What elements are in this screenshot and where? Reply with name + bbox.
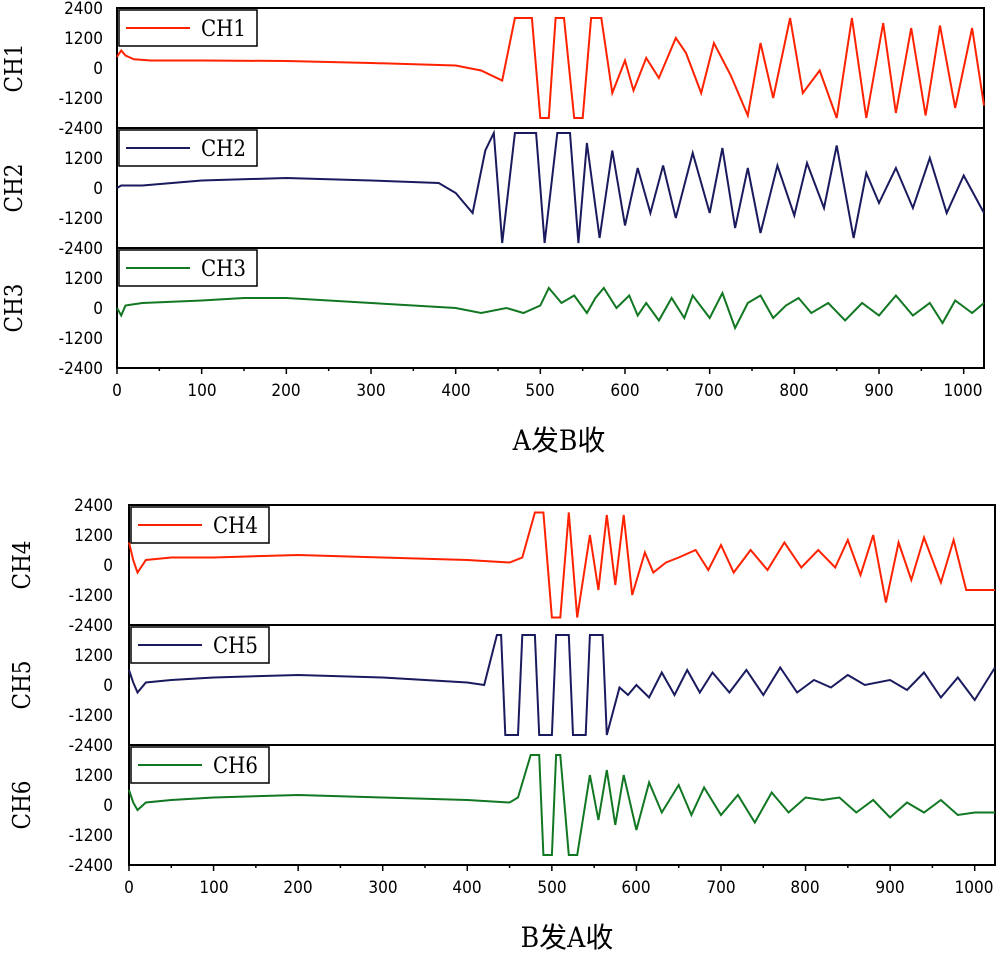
x-tick-label: 900 <box>864 381 893 401</box>
y-tick-label: -1200 <box>59 209 103 229</box>
y-axis-label: CH2 <box>0 163 28 212</box>
legend-label: CH6 <box>213 754 258 779</box>
y-axis-label: CH5 <box>8 660 36 709</box>
legend-ch5: CH5 <box>130 626 270 664</box>
legend-ch2: CH2 <box>118 129 258 167</box>
legend-ch3: CH3 <box>118 249 258 287</box>
y-tick-label: -1200 <box>69 826 113 846</box>
y-tick-label: 2400 <box>64 0 103 19</box>
y-tick-label: -1200 <box>59 329 103 349</box>
y-tick-label: 1200 <box>64 269 103 289</box>
y-axis-label: CH3 <box>0 283 28 332</box>
y-axis-label: CH4 <box>8 540 36 589</box>
legend-ch6: CH6 <box>130 746 270 784</box>
x-tick-label: 500 <box>525 381 554 401</box>
x-tick-label: 600 <box>610 381 639 401</box>
y-tick-label: -2400 <box>59 119 103 139</box>
y-tick-label: 1200 <box>64 29 103 49</box>
y-tick-label: -2400 <box>69 736 113 756</box>
x-tick-label: 500 <box>537 878 566 898</box>
x-tick-label: 0 <box>112 381 122 401</box>
x-tick-label: 900 <box>875 878 904 898</box>
figure-top: CH1 CH2 CH3 2400 1200 0 -1200 -2400 1200… <box>0 0 985 457</box>
y-tick-label: 0 <box>93 179 103 199</box>
y-tick-label: 0 <box>103 556 113 576</box>
legend-ch4: CH4 <box>130 506 270 544</box>
legend-label: CH3 <box>201 257 246 282</box>
y-tick-label: -2400 <box>69 616 113 636</box>
y-tick-label: 1200 <box>74 646 113 666</box>
x-tick-label: 1000 <box>955 878 994 898</box>
x-axis: 0 100 200 300 400 500 600 700 800 900 10… <box>112 381 982 401</box>
legend-label: CH2 <box>201 137 246 162</box>
x-tick-label: 800 <box>790 878 819 898</box>
x-tick-label: 700 <box>706 878 735 898</box>
y-tick-label: 0 <box>103 796 113 816</box>
x-tick-label: 400 <box>452 878 481 898</box>
x-axis: 0 100 200 300 400 500 600 700 800 900 10… <box>124 878 993 898</box>
figure-bottom: CH4 CH5 CH6 2400 1200 0 -1200 -2400 1200… <box>8 496 996 954</box>
y-tick-label: 1200 <box>64 149 103 169</box>
x-tick-label: 400 <box>441 381 470 401</box>
x-tick-label: 100 <box>187 381 216 401</box>
x-axis-title: A发B收 <box>512 424 606 457</box>
y-tick-label: -2400 <box>69 856 113 876</box>
x-tick-label: 200 <box>271 381 300 401</box>
x-tick-label: 200 <box>283 878 312 898</box>
y-tick-label: 0 <box>93 299 103 319</box>
y-tick-label: -1200 <box>69 586 113 606</box>
x-tick-label: 1000 <box>944 381 983 401</box>
series-line-ch5 <box>128 634 996 736</box>
y-axis-label: CH1 <box>0 43 28 92</box>
x-tick-label: 600 <box>621 878 650 898</box>
series-line-ch4 <box>128 511 995 619</box>
y-tick-label: 0 <box>93 59 103 79</box>
x-tick-marks <box>116 368 965 374</box>
y-tick-label: -1200 <box>69 706 113 726</box>
y-tick-label: -2400 <box>59 239 103 259</box>
y-tick-label: -2400 <box>59 359 103 379</box>
y-tick-label: -1200 <box>59 89 103 109</box>
panel-frame <box>128 744 996 866</box>
x-tick-label: 0 <box>124 878 134 898</box>
legend-label: CH4 <box>213 514 258 539</box>
x-tick-label: 300 <box>368 878 397 898</box>
y-tick-label: 2400 <box>74 496 113 516</box>
series-line-ch1 <box>116 17 985 120</box>
y-axis-label: CH6 <box>8 780 36 829</box>
legend-ch1: CH1 <box>118 9 258 47</box>
y-tick-label: 1200 <box>74 526 113 546</box>
y-tick-label: 0 <box>103 676 113 696</box>
series-line-ch6 <box>128 754 995 856</box>
x-axis-title: B发A收 <box>521 921 614 954</box>
y-tick-label: 1200 <box>74 766 113 786</box>
series-line-ch3 <box>116 286 985 331</box>
x-tick-label: 300 <box>356 381 385 401</box>
x-tick-label: 800 <box>779 381 808 401</box>
legend-label: CH1 <box>201 17 246 42</box>
x-tick-label: 100 <box>199 878 228 898</box>
series-line-ch2 <box>116 129 985 244</box>
x-tick-label: 700 <box>694 381 723 401</box>
x-tick-marks <box>128 865 976 871</box>
legend-label: CH5 <box>213 634 258 659</box>
